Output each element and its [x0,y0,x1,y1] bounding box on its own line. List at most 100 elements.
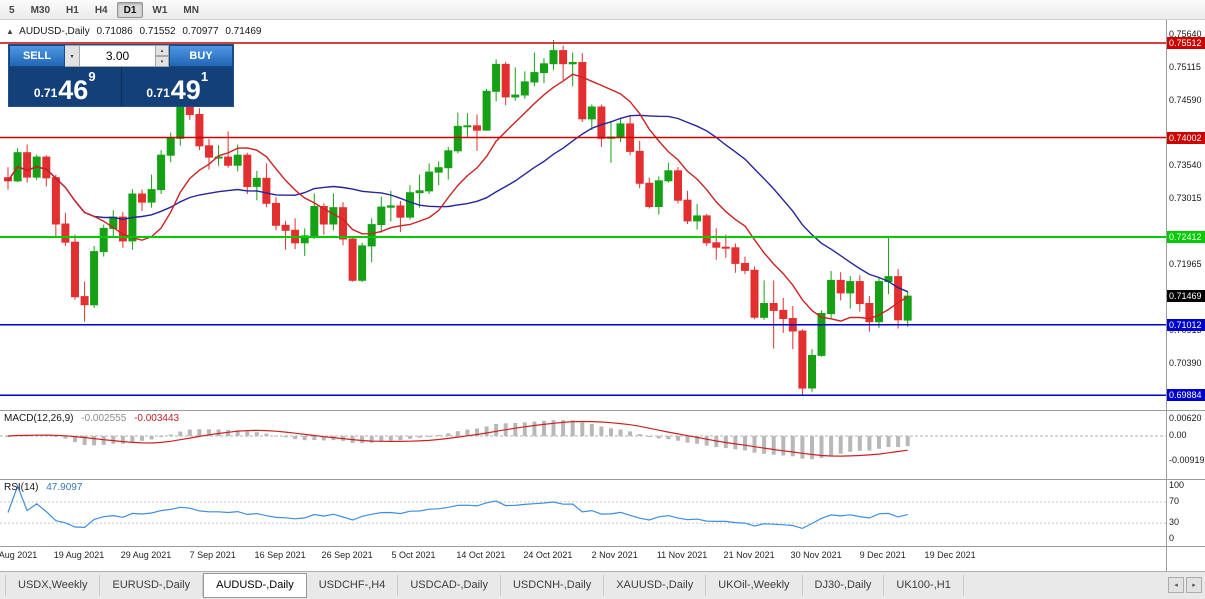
hline-price-tag: 0.71012 [1167,319,1205,331]
time-axis-label: 11 Nov 2021 [656,550,708,560]
rsi-axis-tick: 30 [1169,517,1180,527]
pane-separator-dates [0,546,1205,547]
tab-scroll-right-button[interactable]: ▸ [1186,577,1202,593]
macd-indicator-pane[interactable] [0,411,1166,479]
timeframe-button-m30[interactable]: M30 [24,2,57,18]
triangle-down-icon: ▾ [160,58,164,65]
ohlc-high: 0.71552 [139,26,176,37]
rsi-label: RSI(14) 47.9097 [4,482,87,493]
time-axis-label: 30 Nov 2021 [790,550,842,560]
chart-tab-usdx-weekly[interactable]: USDX,Weekly [5,575,101,596]
time-axis-label: 21 Nov 2021 [723,550,775,560]
hline-price-tag: 0.72412 [1167,231,1205,243]
timeframe-toolbar: 5 M30 H1 H4 D1 W1 MN [0,0,1205,20]
time-axis-label: 29 Aug 2021 [120,550,172,560]
macd-label: MACD(12,26,9) -0.002555 -0.003443 [4,413,184,424]
arrow-left-icon: ◂ [1174,582,1178,589]
chart-tab-usdcnh-daily[interactable]: USDCNH-,Daily [501,575,605,596]
hline-price-tag: 0.74002 [1167,132,1205,144]
chart-tab-xauusd-daily[interactable]: XAUUSD-,Daily [604,575,707,596]
chart-icon: ▲ [6,27,14,36]
time-axis-label: 9 Dec 2021 [859,550,906,560]
pane-separator-macd[interactable] [0,410,1205,411]
macd-axis-tick: 0.00 [1169,430,1187,440]
time-axis-label: 19 Aug 2021 [53,550,105,560]
macd-main-value: -0.002555 [81,413,127,424]
price-divider [120,67,122,106]
buy-button[interactable]: BUY [169,45,233,67]
sell-price-big: 46 [58,74,89,105]
price-axis-tick: 0.73540 [1169,160,1202,170]
buy-price[interactable]: 0.71 49 1 [122,67,234,106]
tab-scroll-buttons: ◂ ▸ [1168,577,1202,593]
ohlc-low: 0.70977 [182,26,219,37]
price-axis-border [1166,20,1167,571]
timeframe-button-5[interactable]: 5 [2,2,22,18]
timeframe-button-w1[interactable]: W1 [145,2,174,18]
ohlc-open: 0.71086 [96,26,133,37]
time-axis-label: 5 Oct 2021 [391,550,436,560]
volume-increase-button[interactable]: ▴ [155,45,169,56]
pane-separator-rsi[interactable] [0,479,1205,480]
timeframe-button-d1[interactable]: D1 [116,1,144,18]
time-axis-label: 10 Aug 2021 [0,550,38,560]
chart-symbol-label: AUDUSD-,Daily [19,26,90,37]
chart-tab-ukoil-weekly[interactable]: UKOil-,Weekly [706,575,803,596]
timeframe-button-h4[interactable]: H4 [88,2,115,18]
chart-tab-uk100-h1[interactable]: UK100-,H1 [884,575,964,596]
macd-axis-tick: -0.00919 [1169,455,1205,465]
macd-signal-value: -0.003443 [134,413,180,424]
time-axis-label: 26 Sep 2021 [321,550,373,560]
rsi-indicator-pane[interactable] [0,480,1166,546]
volume-preset-dropdown[interactable]: ▾ [65,45,80,67]
buy-price-sup: 1 [200,69,209,84]
rsi-axis-tick: 100 [1169,480,1185,490]
buy-price-prefix: 0.71 [146,86,170,100]
time-axis-label: 2 Nov 2021 [591,550,638,560]
triangle-up-icon: ▴ [160,47,164,54]
volume-stepper: ▴ ▾ [155,45,169,67]
price-axis-tick: 0.73015 [1169,193,1202,203]
buy-price-big: 49 [170,74,201,105]
price-axis-tick: 0.70390 [1169,358,1202,368]
price-axis-tick: 0.71965 [1169,259,1202,269]
price-axis-tick: 0.75640 [1169,29,1202,39]
chart-tab-audusd-daily[interactable]: AUDUSD-,Daily [203,573,307,598]
chart-tab-eurusd-daily[interactable]: EURUSD-,Daily [100,575,204,596]
rsi-value: 47.9097 [46,482,83,493]
chart-tab-usdchf-h4[interactable]: USDCHF-,H4 [307,575,399,596]
time-axis-label: 16 Sep 2021 [254,550,306,560]
sell-price-prefix: 0.71 [33,86,58,100]
rsi-axis-tick: 0 [1169,533,1175,543]
one-click-trading-panel: SELL ▾ ▴ ▾ BUY 0.71 46 9 0.71 49 1 [8,44,234,107]
ohlc-close: 0.71469 [225,26,262,37]
time-axis-label: 7 Sep 2021 [189,550,236,560]
hline-price-tag: 0.69884 [1167,389,1205,401]
chart-tab-usdcad-daily[interactable]: USDCAD-,Daily [398,575,501,596]
rsi-name: RSI(14) [4,482,39,493]
rsi-axis-tick: 70 [1169,496,1180,506]
macd-name: MACD(12,26,9) [4,413,74,424]
volume-input[interactable] [80,45,155,67]
time-axis-label: 19 Dec 2021 [924,550,976,560]
timeframe-button-mn[interactable]: MN [176,2,206,18]
chart-tabs: USDX,Weekly EURUSD-,Daily AUDUSD-,Daily USD… [5,573,964,598]
sell-button[interactable]: SELL [9,45,65,67]
macd-axis-tick: 0.00620 [1169,413,1202,423]
chevron-down-icon: ▾ [70,53,74,60]
timeframe-button-h1[interactable]: H1 [59,2,86,18]
price-axis-tick: 0.74590 [1169,95,1202,105]
sell-price-sup: 9 [88,69,96,84]
arrow-right-icon: ▸ [1192,582,1196,589]
price-chart[interactable] [0,20,1166,410]
chart-title: ▲ AUDUSD-,Daily 0.71086 0.71552 0.70977 … [6,26,265,37]
current-price-tag: 0.71469 [1167,290,1205,302]
price-axis-tick: 0.75115 [1169,62,1201,72]
chart-tab-bar: USDX,Weekly EURUSD-,Daily AUDUSD-,Daily USD… [0,571,1205,599]
chart-tab-dj30-daily[interactable]: DJ30-,Daily [803,575,885,596]
time-axis-label: 24 Oct 2021 [523,550,573,560]
tab-scroll-left-button[interactable]: ◂ [1168,577,1184,593]
volume-decrease-button[interactable]: ▾ [155,56,169,67]
sell-price[interactable]: 0.71 46 9 [9,67,121,106]
